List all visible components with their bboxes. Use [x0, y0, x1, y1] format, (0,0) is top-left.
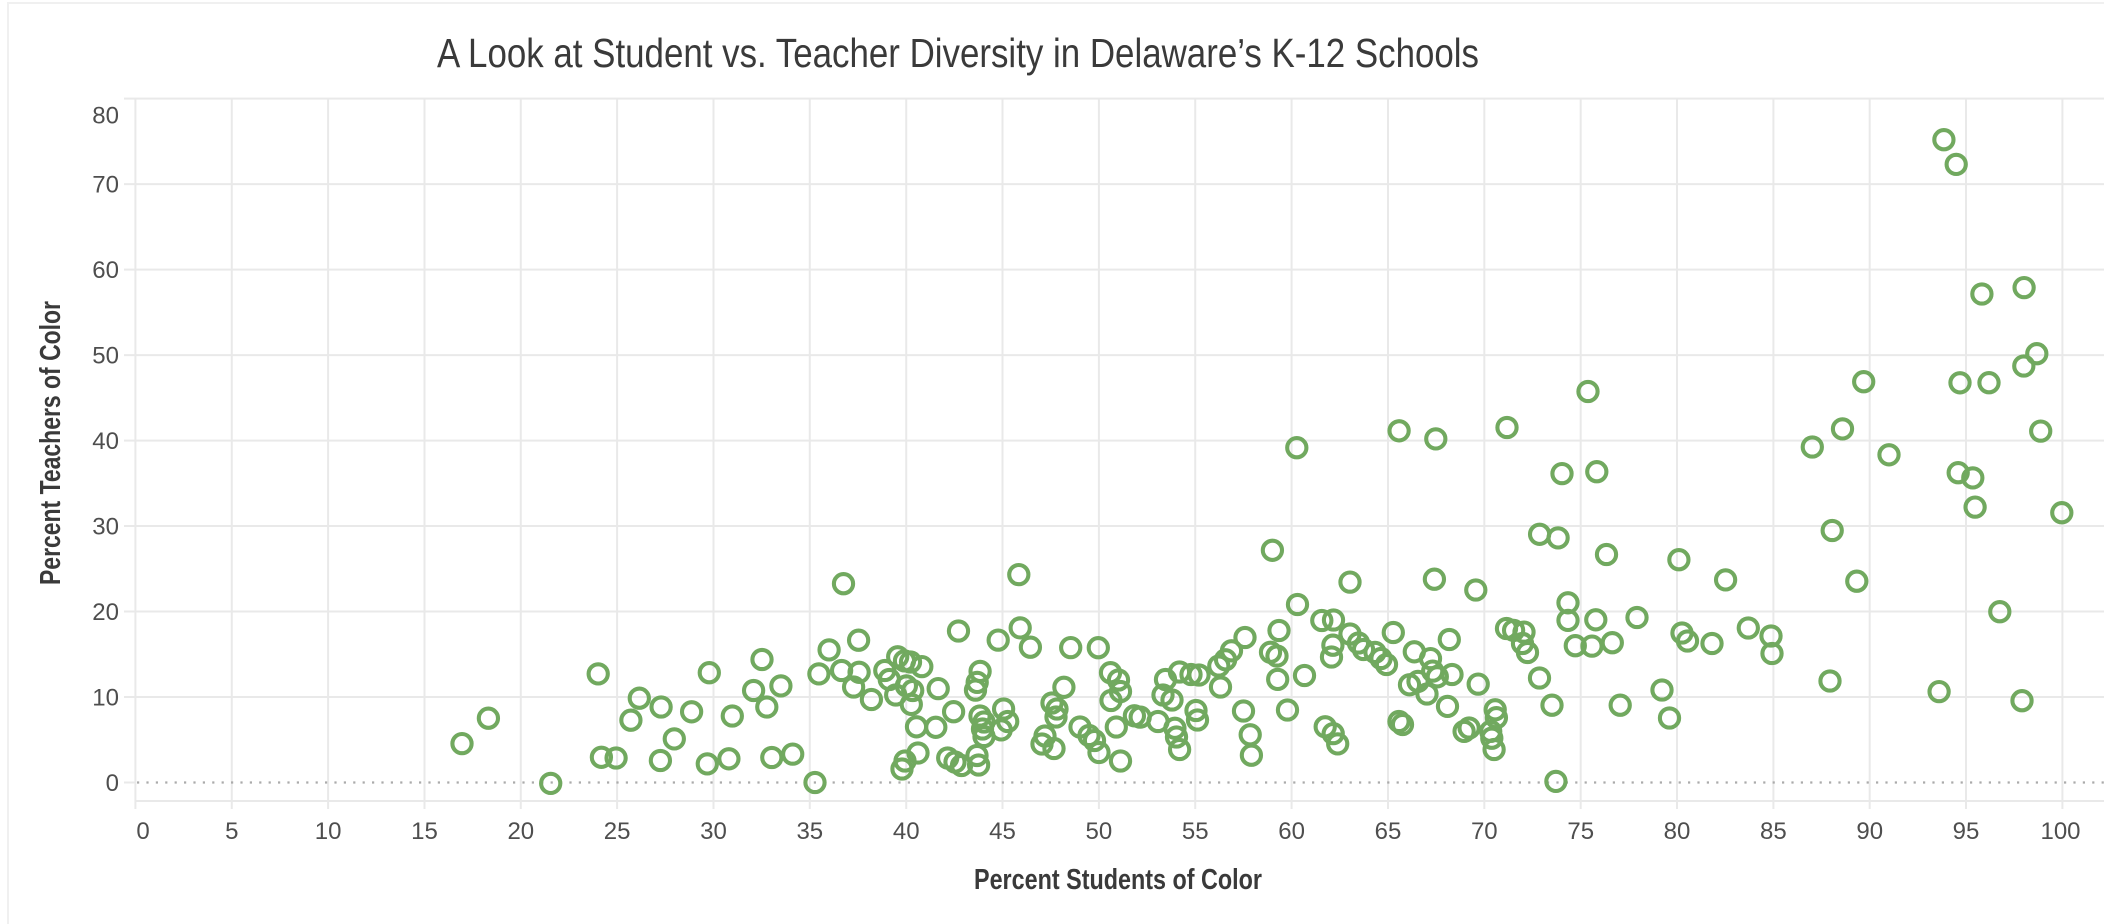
svg-text:45: 45: [989, 818, 1016, 845]
svg-text:20: 20: [507, 818, 534, 845]
svg-text:70: 70: [92, 172, 119, 199]
svg-text:30: 30: [92, 514, 119, 541]
svg-text:10: 10: [315, 818, 342, 845]
svg-text:65: 65: [1375, 818, 1402, 845]
svg-text:60: 60: [92, 257, 119, 284]
svg-text:90: 90: [1856, 818, 1883, 845]
svg-text:80: 80: [1664, 818, 1691, 845]
svg-text:50: 50: [92, 343, 119, 370]
svg-text:55: 55: [1182, 818, 1209, 845]
svg-text:80: 80: [92, 103, 119, 130]
svg-text:40: 40: [893, 818, 920, 845]
svg-text:100: 100: [2040, 818, 2080, 845]
svg-text:70: 70: [1471, 818, 1498, 845]
svg-text:50: 50: [1086, 818, 1113, 845]
svg-text:0: 0: [136, 818, 149, 845]
svg-text:Percent Students of Color: Percent Students of Color: [974, 864, 1262, 896]
svg-text:0: 0: [106, 770, 119, 797]
svg-text:60: 60: [1278, 818, 1305, 845]
svg-text:Percent Teachers of Color: Percent Teachers of Color: [35, 301, 67, 585]
svg-text:15: 15: [411, 818, 438, 845]
svg-text:5: 5: [225, 818, 238, 845]
svg-text:75: 75: [1567, 818, 1594, 845]
svg-text:30: 30: [700, 818, 727, 845]
svg-text:A Look at Student vs. Teacher: A Look at Student vs. Teacher Diversity …: [437, 30, 1479, 76]
svg-text:85: 85: [1760, 818, 1787, 845]
svg-text:25: 25: [604, 818, 631, 845]
svg-text:40: 40: [92, 428, 119, 455]
svg-text:35: 35: [796, 818, 823, 845]
svg-text:10: 10: [92, 685, 119, 712]
svg-text:95: 95: [1953, 818, 1980, 845]
svg-text:20: 20: [92, 599, 119, 626]
